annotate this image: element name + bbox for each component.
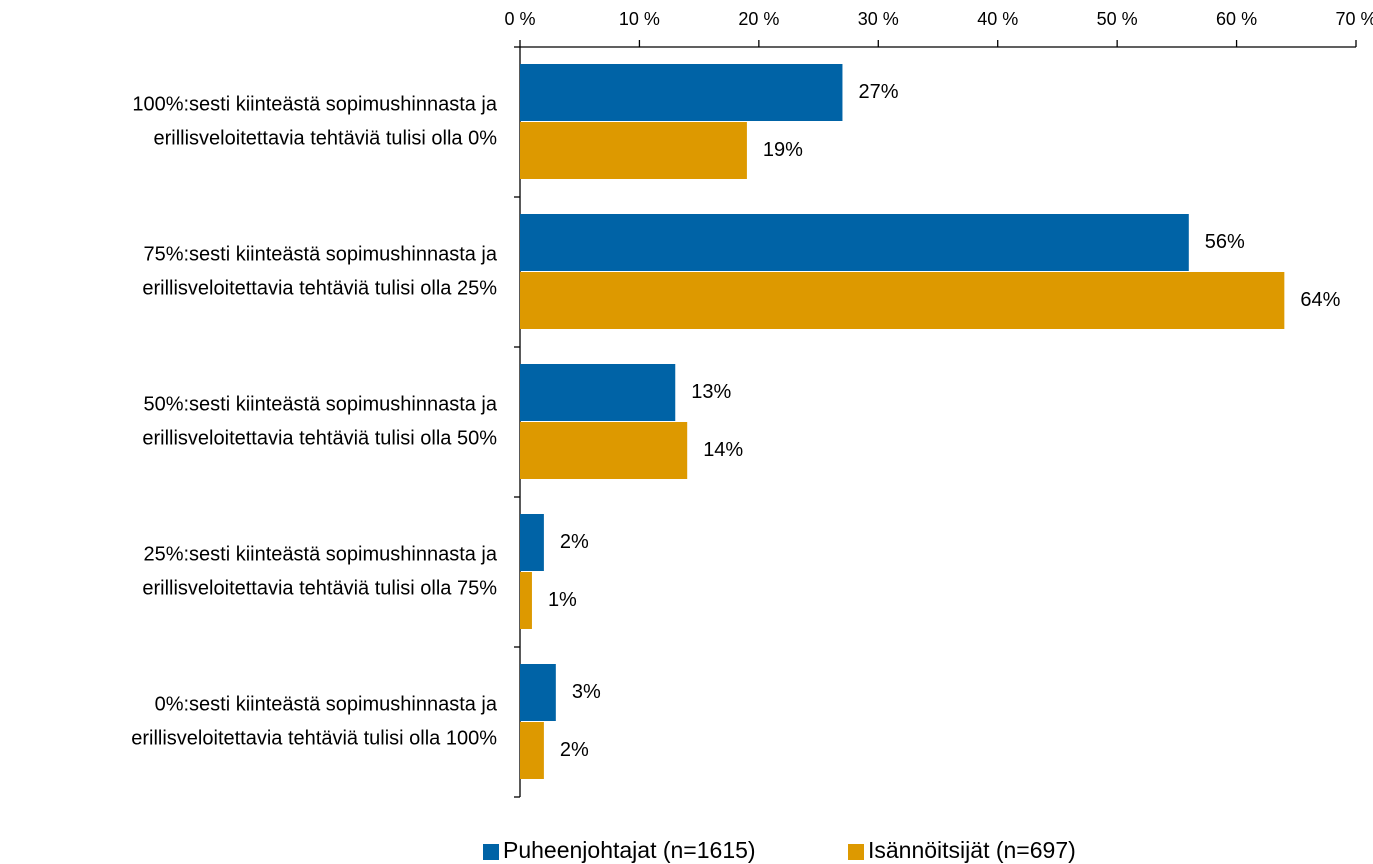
data-label: 56% — [1205, 231, 1245, 253]
bar — [520, 722, 544, 779]
x-tick-label: 70 % — [1335, 9, 1373, 29]
y-tick-label: 25%:sesti kiinteästä sopimushinnasta ja — [143, 543, 497, 565]
x-tick-label: 60 % — [1216, 9, 1257, 29]
legend-swatch — [848, 844, 864, 860]
data-label: 2% — [560, 739, 589, 761]
bar — [520, 214, 1189, 271]
y-tick-label: erillisveloitettavia tehtäviä tulisi oll… — [142, 427, 497, 449]
data-label: 14% — [703, 439, 743, 461]
data-label: 19% — [763, 139, 803, 161]
bar — [520, 272, 1285, 329]
y-tick-label: 50%:sesti kiinteästä sopimushinnasta ja — [143, 393, 497, 415]
x-tick-label: 40 % — [977, 9, 1018, 29]
bar — [520, 664, 556, 721]
data-label: 13% — [691, 381, 731, 403]
y-tick-label: erillisveloitettavia tehtäviä tulisi oll… — [154, 127, 498, 149]
bar — [520, 64, 843, 121]
data-label: 64% — [1300, 289, 1340, 311]
y-tick-label: erillisveloitettavia tehtäviä tulisi oll… — [142, 277, 497, 299]
bar — [520, 364, 676, 421]
legend-swatch — [483, 844, 499, 860]
bar — [520, 422, 688, 479]
bar — [520, 122, 747, 179]
y-tick-label: erillisveloitettavia tehtäviä tulisi oll… — [142, 577, 497, 599]
x-tick-label: 30 % — [858, 9, 899, 29]
y-tick-label: 0%:sesti kiinteästä sopimushinnasta ja — [155, 693, 498, 715]
bar — [520, 572, 532, 629]
x-tick-label: 10 % — [619, 9, 660, 29]
x-tick-label: 0 % — [504, 9, 535, 29]
y-tick-label: 75%:sesti kiinteästä sopimushinnasta ja — [143, 243, 497, 265]
data-label: 2% — [560, 531, 589, 553]
x-tick-label: 50 % — [1097, 9, 1138, 29]
data-label: 1% — [548, 589, 577, 611]
bar — [520, 514, 544, 571]
y-tick-label: erillisveloitettavia tehtäviä tulisi oll… — [131, 727, 497, 749]
legend-label: Puheenjohtajat (n=1615) — [503, 837, 756, 863]
y-tick-label: 100%:sesti kiinteästä sopimushinnasta ja — [132, 93, 498, 115]
data-label: 27% — [858, 81, 898, 103]
x-tick-label: 20 % — [738, 9, 779, 29]
legend-label: Isännöitsijät (n=697) — [868, 837, 1076, 863]
data-label: 3% — [572, 681, 601, 703]
